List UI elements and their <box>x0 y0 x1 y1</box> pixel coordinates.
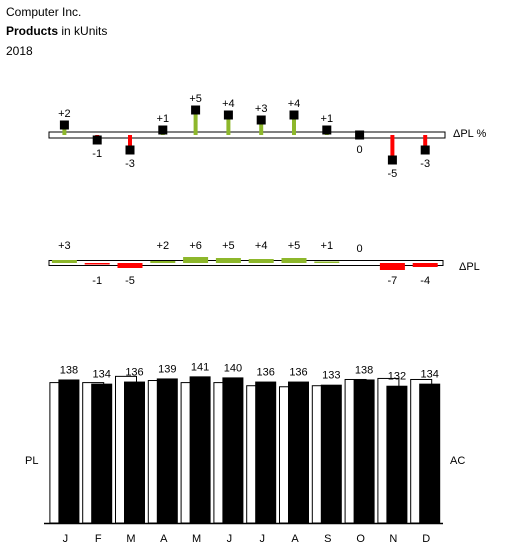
ac-value-label: 136 <box>125 367 143 379</box>
variance-pin-marker <box>92 135 102 145</box>
variance-pin-label: +3 <box>255 103 268 115</box>
variance-bar <box>248 259 274 263</box>
ac-bar <box>189 376 211 523</box>
ac-value-label: 138 <box>60 364 78 376</box>
variance-pin-marker <box>355 130 365 140</box>
absolute-variance-label: ΔPL <box>459 261 480 273</box>
variance-pin-label: -5 <box>388 168 398 180</box>
variance-bar <box>281 258 307 263</box>
variance-bar <box>314 261 340 263</box>
measure-title: Products in kUnits <box>6 24 107 38</box>
variance-bar-label: +5 <box>222 240 235 252</box>
variance-bar-label: -5 <box>125 275 135 287</box>
ac-bar <box>91 383 113 523</box>
ac-value-label: 139 <box>158 363 176 375</box>
month-tick-label: A <box>291 533 299 545</box>
variance-pin-label: +5 <box>189 93 202 105</box>
variance-pin-label: +4 <box>288 98 301 110</box>
ac-value-label: 134 <box>421 369 439 381</box>
month-tick-label: M <box>126 533 135 545</box>
ac-bar <box>255 381 277 523</box>
variance-bar <box>51 260 77 263</box>
variance-bar-label: 0 <box>357 243 363 255</box>
variance-pin-marker <box>223 110 233 120</box>
ac-bar <box>156 378 178 523</box>
ac-bar <box>222 377 244 523</box>
variance-pin-marker <box>256 115 266 125</box>
ac-series-label: AC <box>450 455 465 467</box>
ac-bar <box>288 381 309 523</box>
ac-value-label: 136 <box>289 367 307 379</box>
ac-value-label: 133 <box>322 370 340 382</box>
variance-pin-label: +1 <box>157 113 170 125</box>
ac-bar <box>419 383 441 523</box>
variance-pin-label: +1 <box>321 113 334 125</box>
variance-bar <box>117 263 143 268</box>
variance-bar-label: +6 <box>189 240 202 252</box>
month-tick-label: N <box>389 533 397 545</box>
ac-value-label: 134 <box>93 369 111 381</box>
month-tick-label: S <box>324 533 331 545</box>
ac-bar <box>58 379 80 523</box>
month-tick-label: A <box>160 533 168 545</box>
month-tick-label: F <box>95 533 102 545</box>
variance-bar-label: +4 <box>255 240 268 252</box>
measure-name: Products <box>6 24 59 38</box>
month-tick-label: J <box>63 533 69 545</box>
relative-variance-label: ΔPL % <box>453 128 486 140</box>
variance-pin-label: 0 <box>357 144 363 156</box>
absolute-variance-chart: ΔPL +3 -1 -5 +2 +6 +5 +4 +5 +1 0 -7 -4 <box>48 240 480 287</box>
ac-bar <box>124 381 145 523</box>
pl-ac-chart: PL AC 138 J 134 F 136 M 139 A 141 M 140 J 136 J 136 A 13… <box>25 361 465 545</box>
variance-bar-label: -4 <box>420 275 430 287</box>
measure-unit: in kUnits <box>58 24 108 38</box>
variance-pin-marker <box>158 125 168 135</box>
ac-bar <box>353 379 375 523</box>
variance-bar-label: -1 <box>92 275 102 287</box>
variance-pin-marker <box>191 105 201 115</box>
pl-series-label: PL <box>25 455 38 467</box>
variance-pin-marker <box>125 145 135 155</box>
variance-pin-marker <box>322 125 332 135</box>
ac-value-label: 132 <box>388 371 406 383</box>
variance-bar-label: +5 <box>288 240 301 252</box>
ac-value-label: 140 <box>224 362 242 374</box>
variance-bar-label: +3 <box>58 240 71 252</box>
ac-bar <box>386 385 408 523</box>
variance-bar <box>412 263 438 267</box>
ac-value-label: 141 <box>191 361 209 373</box>
variance-bar-label: +1 <box>321 240 334 252</box>
relative-variance-axis <box>48 131 446 139</box>
variance-bar-label: +2 <box>157 240 170 252</box>
variance-pin-marker <box>59 120 69 130</box>
variance-pin-label: -3 <box>125 158 135 170</box>
relative-variance-chart: ΔPL % +2 -1 -3 +1 +5 +4 +3 +4 +1 0 -5 -3 <box>48 93 486 180</box>
month-tick-label: J <box>227 533 233 545</box>
ac-value-label: 138 <box>355 364 373 376</box>
absolute-variance-axis <box>48 260 444 266</box>
variance-bar <box>215 258 241 263</box>
month-tick-label: M <box>192 533 201 545</box>
variance-pin-label: -1 <box>92 148 102 160</box>
ac-bar <box>320 384 342 523</box>
variance-bar <box>379 263 405 270</box>
variance-pin-marker <box>289 110 299 120</box>
variance-pin-marker <box>420 145 430 155</box>
variance-bar-label: -7 <box>388 275 398 287</box>
month-tick-label: O <box>356 533 365 545</box>
variance-bar <box>150 261 176 263</box>
variance-pin-label: +2 <box>58 108 71 120</box>
year-label: 2018 <box>6 44 33 58</box>
variance-pin-marker <box>387 155 397 165</box>
month-tick-label: J <box>259 533 265 545</box>
company-name: Computer Inc. <box>6 5 82 19</box>
variance-bar <box>84 263 110 265</box>
ac-value-label: 136 <box>257 367 275 379</box>
variance-bar <box>183 257 209 263</box>
variance-pin-label: -3 <box>420 158 430 170</box>
variance-pin-label: +4 <box>222 98 235 110</box>
month-tick-label: D <box>422 533 430 545</box>
